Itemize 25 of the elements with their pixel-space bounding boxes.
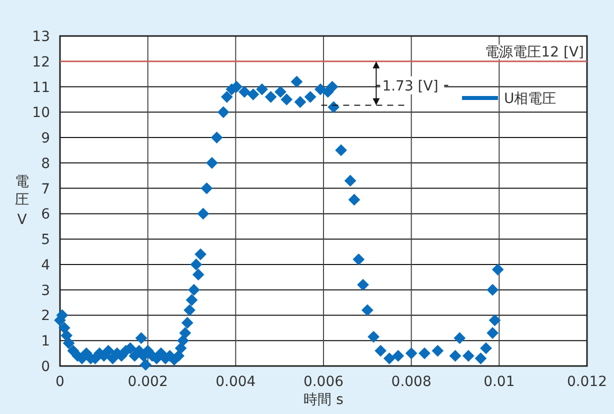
y-tick-label: 1 [41, 334, 50, 350]
x-tick-label: 0.002 [128, 374, 168, 390]
y-tick-label: 8 [41, 156, 50, 172]
legend-label: U相電圧 [504, 91, 556, 107]
x-tick-label: 0.008 [391, 374, 432, 390]
y-tick-label: 12 [32, 54, 50, 70]
y-tick-label: 6 [41, 206, 50, 223]
y-tick-label: 3 [41, 282, 50, 299]
y-tick-label: 11 [32, 80, 50, 96]
x-tick-label: 0.004 [216, 374, 256, 390]
x-tick-label: 0.012 [566, 374, 608, 390]
x-tick-label: 0.006 [303, 374, 344, 390]
y-tick-label: 5 [41, 232, 50, 248]
x-tick-label: 0 [56, 374, 64, 390]
y-tick-label: 9 [41, 130, 50, 147]
x-tick-label: 0.01 [484, 374, 515, 390]
y-tick-label: 4 [41, 257, 50, 274]
y-tick-label: 10 [32, 105, 50, 122]
y-tick-label: 2 [41, 308, 50, 324]
y-axis-title: 電圧 V [15, 174, 29, 228]
y-tick-label: 13 [32, 29, 50, 45]
y-tick-label: 7 [41, 181, 50, 198]
x-axis-title: 時間 s [304, 392, 344, 408]
annotation: 1.73 [V] [382, 78, 438, 94]
y-tick-label: 0 [41, 359, 50, 375]
